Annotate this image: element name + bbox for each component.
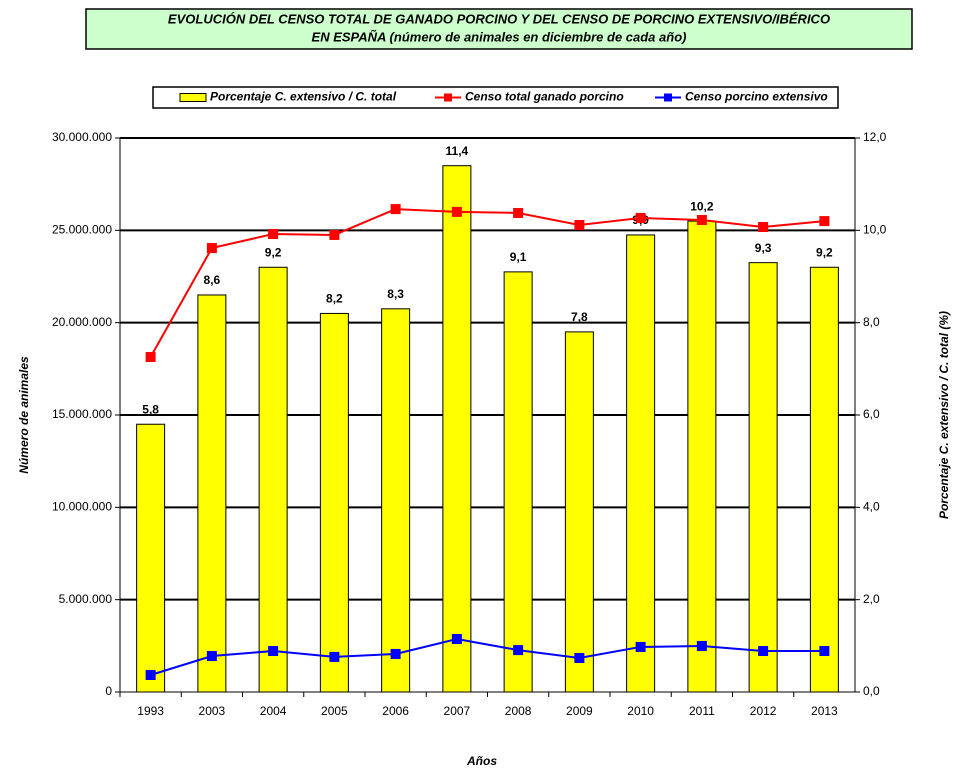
x-tick-label: 2003 xyxy=(199,704,226,718)
data-label: 8,2 xyxy=(326,292,343,306)
marker xyxy=(145,352,156,363)
marker xyxy=(268,646,279,657)
bar xyxy=(748,262,778,693)
marker xyxy=(819,216,830,227)
x-tick-label: 2005 xyxy=(321,704,348,718)
chart-title: EVOLUCIÓN DEL CENSO TOTAL DE GANADO PORC… xyxy=(168,11,830,26)
y-tick-label: 20.000.000 xyxy=(52,315,112,329)
legend-swatch xyxy=(179,93,207,102)
legend-marker xyxy=(664,93,672,102)
line xyxy=(150,637,825,676)
x-tick-label: 2010 xyxy=(627,704,654,718)
data-label: 9,2 xyxy=(816,245,833,259)
marker xyxy=(451,206,462,217)
legend-label: Porcentaje C. extensivo / C. total xyxy=(210,90,397,104)
bar xyxy=(197,294,227,693)
y2-tick-label: 12,0 xyxy=(863,130,887,144)
marker xyxy=(758,646,769,657)
bar xyxy=(136,423,166,693)
x-axis-title: Años xyxy=(466,754,497,768)
y2-tick-label: 2,0 xyxy=(863,592,880,606)
marker xyxy=(635,641,646,652)
title-box xyxy=(85,8,913,50)
data-label: 8,3 xyxy=(387,287,404,301)
data-label: 8,6 xyxy=(204,273,221,287)
data-label: 9,2 xyxy=(265,245,282,259)
marker xyxy=(574,653,585,664)
y-tick-label: 30.000.000 xyxy=(52,130,112,144)
data-label: 9,3 xyxy=(755,241,772,255)
y2-tick-label: 4,0 xyxy=(863,500,880,514)
y2-axis-title: Porcentaje C. extensivo / C. total (%) xyxy=(937,311,951,519)
bar xyxy=(564,331,594,693)
marker xyxy=(696,214,707,225)
bar xyxy=(381,308,411,693)
legend-label: Censo total ganado porcino xyxy=(465,90,624,104)
marker xyxy=(390,204,401,215)
data-label: 11,4 xyxy=(446,144,469,158)
marker xyxy=(513,645,524,656)
chart-title: EN ESPAÑA (número de animales en diciemb… xyxy=(312,29,687,44)
data-label: 9,1 xyxy=(510,250,527,264)
y-tick-label: 5.000.000 xyxy=(59,592,113,606)
marker xyxy=(819,646,830,657)
marker xyxy=(513,207,524,218)
marker xyxy=(206,243,217,254)
bar xyxy=(319,312,349,693)
y2-tick-label: 10,0 xyxy=(863,223,887,237)
marker xyxy=(574,219,585,230)
marker xyxy=(758,222,769,233)
x-tick-label: 2007 xyxy=(444,704,471,718)
marker xyxy=(206,650,217,661)
marker xyxy=(635,212,646,223)
bar xyxy=(442,165,472,693)
y2-tick-label: 6,0 xyxy=(863,407,880,421)
x-tick-label: 2008 xyxy=(505,704,532,718)
marker xyxy=(329,229,340,240)
y-tick-label: 10.000.000 xyxy=(52,500,112,514)
bar xyxy=(809,266,839,693)
x-tick-label: 2006 xyxy=(382,704,409,718)
y-tick-label: 25.000.000 xyxy=(52,223,112,237)
y-tick-label: 15.000.000 xyxy=(52,407,112,421)
bar xyxy=(626,234,656,693)
legend-label: Censo porcino extensivo xyxy=(685,90,828,104)
line xyxy=(149,208,825,358)
x-tick-label: 2009 xyxy=(566,704,593,718)
y2-tick-label: 8,0 xyxy=(863,315,880,329)
marker xyxy=(390,648,401,659)
marker xyxy=(268,229,279,240)
marker xyxy=(329,651,340,662)
y2-tick-label: 0,0 xyxy=(863,684,880,698)
x-tick-label: 2013 xyxy=(811,704,838,718)
bar xyxy=(687,220,717,693)
x-tick-label: 2011 xyxy=(689,704,715,718)
marker xyxy=(145,670,156,681)
legend-marker xyxy=(444,93,452,102)
legend-box xyxy=(152,86,839,109)
bar xyxy=(258,266,288,693)
x-tick-label: 2004 xyxy=(260,704,287,718)
data-label: 5,8 xyxy=(142,402,159,416)
x-tick-label: 2012 xyxy=(750,704,777,718)
y-axis-title: Número de animales xyxy=(17,356,31,474)
bar xyxy=(503,271,533,693)
marker xyxy=(696,641,707,652)
data-label: 7,8 xyxy=(571,310,588,324)
y-tick-label: 0 xyxy=(105,684,112,698)
data-label: 10,2 xyxy=(690,199,714,213)
marker xyxy=(451,634,462,645)
x-tick-label: 1993 xyxy=(137,704,164,718)
